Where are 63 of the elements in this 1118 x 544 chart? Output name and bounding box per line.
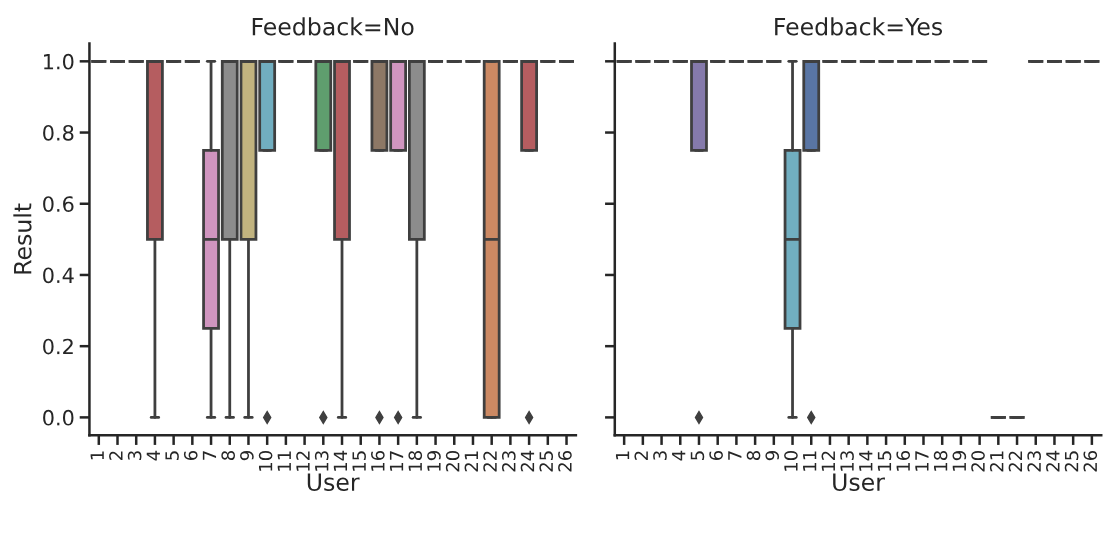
x-tick-label: 25 (539, 451, 554, 472)
x-tick-label: 18 (933, 451, 948, 471)
x-tick-label: 9 (765, 451, 780, 461)
x-tick-label: 2 (109, 451, 123, 460)
x-tick-label: 18 (408, 451, 423, 471)
x-tick-label: 8 (221, 451, 235, 461)
x-tick-label: 13 (314, 451, 329, 471)
y-tick-label: 0.0 (43, 409, 74, 426)
y-tick-label: 0.4 (43, 267, 74, 284)
x-tick-label: 23 (501, 451, 516, 472)
x-tick-label: 4 (146, 450, 160, 461)
x-tick-label: 19 (952, 451, 967, 471)
x-tick-label: 17 (389, 451, 404, 471)
y-axis-title: Result (13, 203, 32, 274)
x-tick-label: 9 (240, 451, 254, 461)
x-tick-label: 25 (1064, 451, 1079, 472)
y-tick-label: 1.0 (44, 53, 74, 70)
x-tick-label: 21 (464, 451, 478, 472)
x-tick-label: 20 (971, 450, 985, 472)
x-tick-label: 22 (483, 451, 497, 472)
x-tick-label: 3 (653, 451, 667, 460)
x-tick-label: 6 (709, 450, 723, 461)
x-tick-label: 4 (672, 450, 686, 461)
x-tick-label: 5 (165, 451, 179, 460)
x-tick-label: 2 (634, 451, 648, 460)
x-axis-title: User (307, 473, 360, 492)
x-tick-label: 24 (520, 450, 535, 472)
y-tick-label: 0.6 (43, 196, 74, 212)
x-tick-label: 7 (202, 451, 217, 460)
x-tick-label: 21 (989, 451, 1004, 472)
x-tick-label: 15 (352, 451, 366, 471)
x-tick-label: 26 (1083, 450, 1098, 472)
x-axis-title: User (833, 473, 885, 492)
y-tick-label: 0.2 (43, 338, 73, 355)
x-tick-label: 12 (821, 451, 835, 471)
x-tick-label: 7 (728, 451, 742, 460)
x-tick-label: 5 (690, 451, 705, 460)
x-tick-label: 22 (1008, 451, 1023, 472)
x-tick-label: 8 (746, 451, 761, 461)
x-tick-label: 10 (784, 450, 798, 471)
x-tick-label: 15 (877, 451, 892, 471)
x-tick-label: 1 (615, 451, 630, 460)
x-tick-label: 3 (127, 451, 142, 460)
x-tick-label: 16 (896, 450, 911, 471)
x-tick-label: 17 (915, 451, 929, 471)
x-tick-label: 20 (445, 450, 460, 472)
x-tick-label: 6 (183, 450, 198, 461)
x-tick-label: 1 (90, 451, 104, 460)
chart-title: Feedback=Yes (775, 17, 943, 36)
x-tick-label: 14 (333, 450, 347, 471)
x-tick-label: 23 (1027, 451, 1041, 472)
x-tick-label: 10 (258, 450, 273, 471)
x-tick-label: 16 (371, 450, 385, 471)
chart-title: Feedback=No (252, 17, 414, 36)
x-tick-label: 26 (558, 450, 572, 472)
y-tick-label: 0.8 (43, 124, 74, 141)
x-tick-label: 19 (427, 451, 441, 471)
x-tick-label: 12 (296, 451, 310, 471)
x-tick-label: 14 (859, 450, 873, 471)
x-tick-label: 24 (1046, 450, 1060, 472)
x-tick-label: 11 (803, 451, 817, 471)
x-tick-label: 11 (277, 451, 291, 471)
x-tick-label: 13 (840, 451, 854, 471)
